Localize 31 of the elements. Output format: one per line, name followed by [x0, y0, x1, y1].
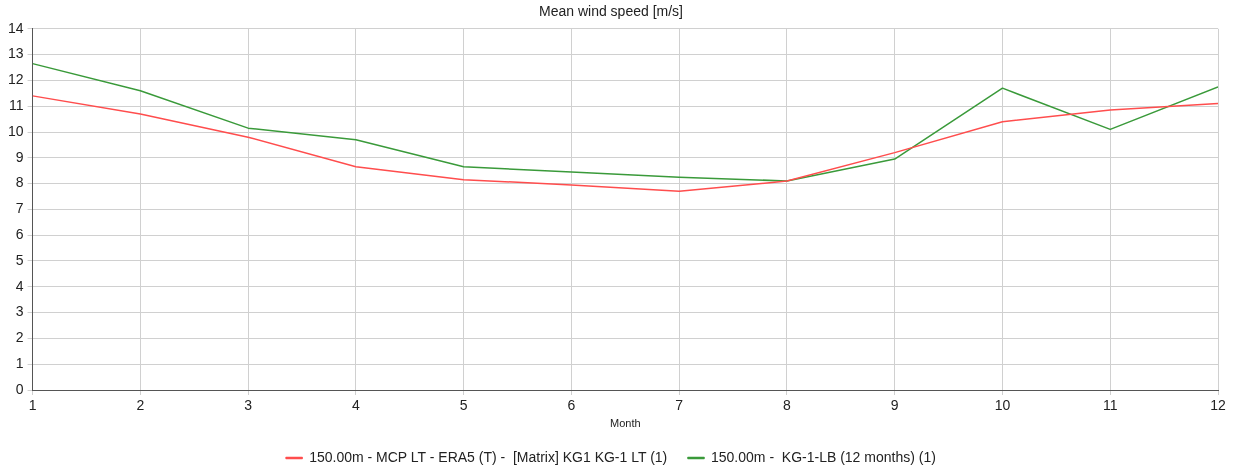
y-tick-label: 10	[7, 122, 24, 139]
y-tick-label: 11	[9, 97, 24, 114]
x-tick-label: 5	[459, 397, 468, 414]
x-tick-label: 8	[783, 397, 792, 414]
y-tick-label: 9	[15, 148, 24, 165]
x-tick-label: 12	[1210, 397, 1226, 414]
x-tick-label: 1	[28, 397, 37, 414]
y-tick-label: 13	[7, 45, 24, 62]
x-axis-title: Month	[610, 417, 641, 430]
x-tick-label: 2	[136, 397, 145, 414]
y-tick-label: 14	[7, 19, 24, 36]
x-tick-label: 7	[675, 397, 684, 414]
x-tick-label: 10	[994, 397, 1011, 414]
x-tick-label: 6	[567, 397, 576, 414]
y-tick-label: 12	[7, 71, 24, 88]
y-tick-label: 5	[15, 251, 24, 268]
legend-label: 150.00m - KG-1-LB (12 months) (1)	[711, 448, 936, 465]
x-tick-label: 9	[890, 397, 899, 414]
x-tick-label: 3	[244, 397, 253, 414]
y-tick-label: 2	[15, 329, 24, 346]
y-tick-label: 1	[15, 355, 24, 372]
chart-title: Mean wind speed [m/s]	[539, 3, 683, 20]
y-tick-label: 4	[15, 277, 24, 294]
legend-label: 150.00m - MCP LT - ERA5 (T) - [Matrix] KG1 KG-1 LT (1)	[309, 448, 668, 465]
x-tick-label: 4	[351, 397, 360, 414]
y-tick-label: 7	[15, 200, 24, 217]
y-tick-label: 6	[15, 226, 24, 243]
y-tick-label: 8	[15, 174, 24, 191]
y-tick-label: 3	[15, 303, 24, 320]
y-tick-label: 0	[15, 380, 24, 397]
x-tick-label: 11	[1102, 397, 1118, 414]
